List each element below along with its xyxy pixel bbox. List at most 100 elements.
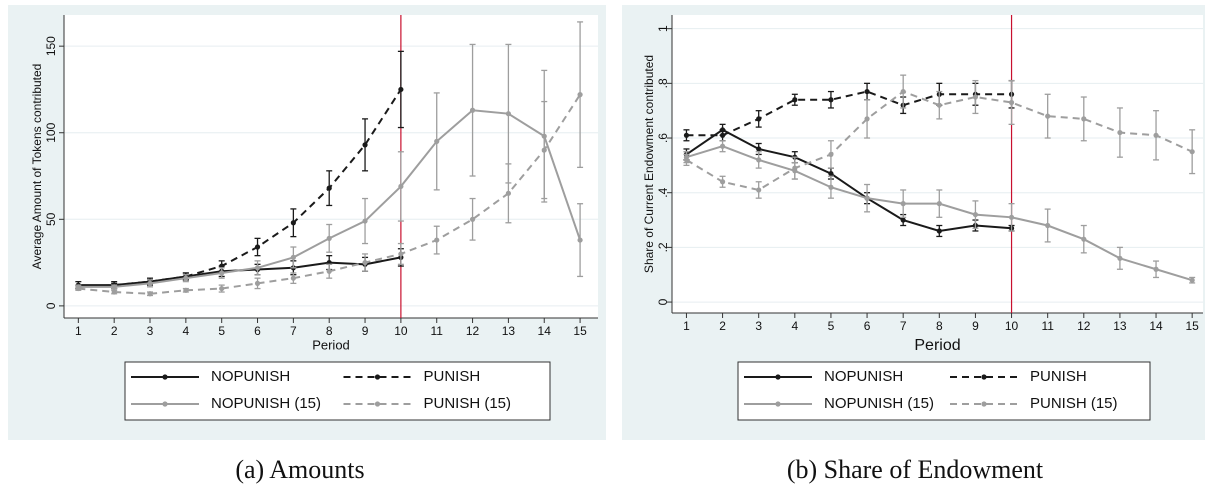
point — [75, 285, 81, 292]
point — [183, 287, 189, 293]
x-tick-label: 11 — [1041, 319, 1054, 333]
y-tick-label: .8 — [656, 78, 670, 88]
x-tick-label: 13 — [1113, 319, 1127, 333]
point — [326, 268, 332, 274]
point — [719, 179, 726, 185]
y-axis-label: Share of Current Endowment contributed — [642, 55, 656, 273]
series-line — [685, 128, 1012, 233]
legend-label: NOPUNISH — [211, 368, 290, 385]
point — [469, 216, 476, 222]
point — [756, 187, 762, 193]
caption: (a) Amounts — [235, 455, 364, 484]
x-tick-label: 15 — [573, 324, 587, 338]
legend-box — [124, 361, 551, 421]
point — [756, 116, 762, 122]
x-tick-label: 14 — [538, 324, 552, 338]
point — [936, 102, 942, 108]
point — [505, 111, 512, 117]
point — [900, 217, 906, 223]
point — [147, 291, 153, 297]
point — [864, 195, 870, 201]
point — [756, 157, 762, 163]
legend-label: PUNISH — [1030, 368, 1087, 385]
point — [828, 97, 834, 103]
point — [1008, 214, 1015, 220]
point — [864, 88, 870, 95]
x-tick-label: 7 — [900, 319, 907, 333]
x-tick-label: 10 — [394, 324, 408, 338]
point — [792, 97, 798, 103]
x-tick-label: 11 — [430, 324, 443, 338]
point — [864, 116, 870, 122]
point — [1189, 149, 1195, 155]
point — [362, 218, 368, 224]
x-tick-label: 12 — [1077, 319, 1091, 333]
y-tick-label: 150 — [44, 36, 58, 56]
point — [719, 132, 726, 138]
point — [1045, 113, 1051, 119]
legend-marker — [775, 401, 781, 407]
y-tick-label: 0 — [44, 302, 58, 309]
x-tick-label: 9 — [362, 324, 369, 338]
y-tick-label: 0 — [656, 298, 670, 305]
point — [900, 88, 906, 95]
point — [362, 259, 368, 266]
point — [541, 147, 547, 153]
x-tick-label: 14 — [1149, 319, 1163, 333]
legend-marker — [162, 401, 168, 407]
y-tick-label: .6 — [656, 133, 670, 143]
x-axis-label: Period — [312, 337, 350, 352]
point — [362, 142, 368, 148]
point — [1189, 277, 1195, 283]
legend-marker — [981, 401, 987, 407]
x-tick-label: 15 — [1185, 319, 1199, 333]
x-tick-label: 12 — [466, 324, 480, 338]
point — [1117, 129, 1123, 136]
x-tick-label: 4 — [183, 324, 190, 338]
point — [326, 235, 332, 241]
point — [434, 138, 440, 144]
x-tick-label: 10 — [1005, 319, 1019, 333]
y-axis-label: Average Amount of Tokens contributed — [30, 64, 44, 270]
point — [254, 244, 261, 250]
point — [219, 270, 225, 276]
point — [756, 146, 762, 152]
x-tick-label: 8 — [936, 319, 943, 333]
legend-label: NOPUNISH — [824, 368, 903, 385]
x-tick-label: 7 — [290, 324, 297, 338]
point — [254, 265, 261, 271]
point — [111, 289, 117, 295]
point — [434, 237, 440, 243]
x-tick-label: 3 — [755, 319, 762, 333]
point — [792, 165, 798, 171]
x-tick-label: 3 — [147, 324, 154, 338]
point — [469, 107, 476, 113]
x-tick-label: 5 — [218, 324, 225, 338]
point — [900, 201, 906, 207]
series-line — [78, 88, 402, 288]
y-tick-label: 1 — [656, 25, 670, 32]
point — [290, 275, 296, 281]
legend-label: PUNISH (15) — [1030, 395, 1118, 412]
legend-label: NOPUNISH (15) — [211, 395, 321, 412]
point — [111, 284, 117, 290]
point — [577, 92, 583, 98]
point — [1117, 255, 1123, 261]
point — [936, 228, 942, 234]
point — [326, 185, 332, 191]
y-tick-label: 100 — [44, 122, 58, 142]
point — [147, 280, 153, 286]
x-tick-label: 5 — [828, 319, 835, 333]
x-tick-label: 13 — [502, 324, 516, 338]
point — [1153, 266, 1159, 272]
y-tick-label: .4 — [656, 187, 670, 197]
y-tick-label: .2 — [656, 242, 670, 252]
point — [183, 275, 189, 281]
point — [1081, 116, 1087, 122]
point — [290, 254, 296, 260]
point — [290, 220, 296, 226]
x-tick-label: 2 — [111, 324, 118, 338]
point — [1008, 99, 1015, 106]
point — [719, 143, 726, 149]
point — [1153, 132, 1159, 138]
